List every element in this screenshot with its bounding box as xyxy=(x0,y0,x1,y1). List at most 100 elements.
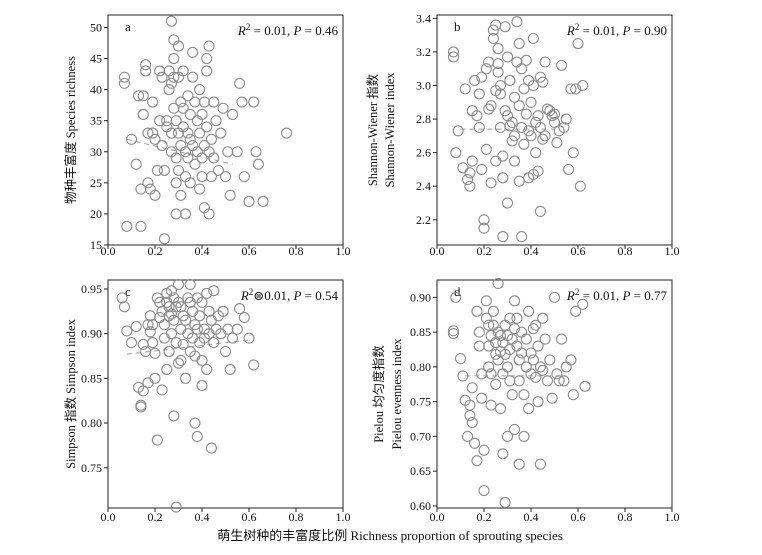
data-point xyxy=(177,102,189,114)
data-point xyxy=(469,74,481,87)
data-point xyxy=(180,208,192,220)
x-tick-label: 0.0 xyxy=(101,244,116,258)
data-point xyxy=(501,51,514,63)
panel-letter: b xyxy=(454,19,461,34)
data-point xyxy=(476,71,488,83)
data-point xyxy=(189,417,201,429)
data-point xyxy=(511,16,523,28)
data-point xyxy=(508,295,521,307)
data-point xyxy=(492,354,504,366)
data-point xyxy=(118,77,130,89)
data-point xyxy=(473,326,485,338)
data-point xyxy=(534,71,546,83)
data-point xyxy=(149,347,161,359)
data-point xyxy=(121,220,133,232)
data-point xyxy=(130,158,142,170)
data-point xyxy=(480,295,492,307)
data-point xyxy=(483,319,495,331)
data-point xyxy=(513,458,525,470)
data-point xyxy=(527,323,539,335)
data-point xyxy=(205,171,217,183)
data-point xyxy=(165,328,177,340)
x-tick-label: 0.6 xyxy=(571,510,586,524)
data-point xyxy=(231,323,243,335)
data-point xyxy=(471,110,483,122)
data-point xyxy=(523,403,535,415)
data-point xyxy=(205,314,217,326)
y-tick-label: 2.2 xyxy=(416,213,431,227)
data-point xyxy=(480,143,492,155)
data-point xyxy=(553,375,565,387)
data-point xyxy=(563,163,575,176)
data-point xyxy=(165,127,177,139)
data-point xyxy=(168,71,180,83)
stat-annotation: R2⊜0.01, P = 0.54 xyxy=(240,287,339,303)
data-point xyxy=(187,305,199,317)
stat-annotation: R2 = 0.01, P = 0.46 xyxy=(237,22,339,38)
data-point xyxy=(450,147,462,159)
data-point xyxy=(487,24,499,36)
data-point xyxy=(252,158,264,170)
data-point xyxy=(457,370,469,382)
data-point xyxy=(236,96,248,108)
data-point xyxy=(471,305,483,317)
data-point xyxy=(485,368,497,380)
y-tick-label: 25 xyxy=(90,176,102,190)
data-point xyxy=(208,285,220,297)
data-point xyxy=(577,298,589,310)
data-point xyxy=(485,399,497,411)
data-point xyxy=(149,372,161,384)
data-point xyxy=(156,305,168,317)
data-point xyxy=(487,305,499,317)
data-point xyxy=(182,152,194,164)
y-tick-label: 2.8 xyxy=(416,112,431,126)
data-point xyxy=(497,172,509,184)
data-point xyxy=(172,278,185,291)
data-point xyxy=(135,220,147,232)
data-point xyxy=(243,332,255,344)
data-point xyxy=(537,312,549,324)
data-point xyxy=(504,375,516,387)
data-point xyxy=(476,392,488,404)
data-point xyxy=(511,312,523,324)
data-point xyxy=(447,327,460,340)
data-point xyxy=(537,364,549,376)
y-tick-label: 0.90 xyxy=(81,327,102,341)
data-point xyxy=(501,197,514,209)
data-point xyxy=(165,77,177,89)
data-point xyxy=(513,354,525,366)
data-point xyxy=(466,155,478,167)
panel-d: 0.0 0.2 0.4 0.6 0.8 1.0 0.60 0.65 0.70 0.75 0.80 0.… xyxy=(371,277,680,524)
y-tick-label: 0.60 xyxy=(410,499,431,513)
data-point xyxy=(447,51,460,63)
panel-c: 0.0 0.2 0.4 0.6 0.8 1.0 0.75 0.80 0.85 0.90 0.95 Si… xyxy=(63,278,351,524)
data-point xyxy=(170,337,182,349)
y-axis-label: Shannon-Wiener index xyxy=(383,72,397,188)
data-point xyxy=(457,162,469,174)
data-point xyxy=(170,115,182,127)
data-point xyxy=(523,125,535,137)
data-point xyxy=(534,458,546,470)
data-point xyxy=(201,363,213,375)
data-point xyxy=(478,485,490,497)
y-tick-label: 0.95 xyxy=(81,282,102,296)
x-tick-label: 0.2 xyxy=(477,510,492,524)
data-point xyxy=(508,91,521,103)
data-point xyxy=(483,103,495,115)
data-point xyxy=(154,115,166,127)
data-point xyxy=(118,301,130,313)
data-point xyxy=(518,389,530,401)
x-tick-label: 0.0 xyxy=(430,510,445,524)
data-point xyxy=(494,79,507,92)
data-point xyxy=(497,150,509,162)
data-point xyxy=(133,90,145,102)
panel-letter: a xyxy=(125,19,131,34)
data-point xyxy=(147,127,159,139)
data-point xyxy=(142,377,154,389)
stat-annotation: R2 = 0.01, P = 0.77 xyxy=(566,287,668,303)
data-point xyxy=(501,430,514,442)
x-tick-label: 0.4 xyxy=(195,510,210,524)
data-point xyxy=(461,430,474,442)
data-point xyxy=(516,347,528,359)
data-point xyxy=(170,177,182,189)
